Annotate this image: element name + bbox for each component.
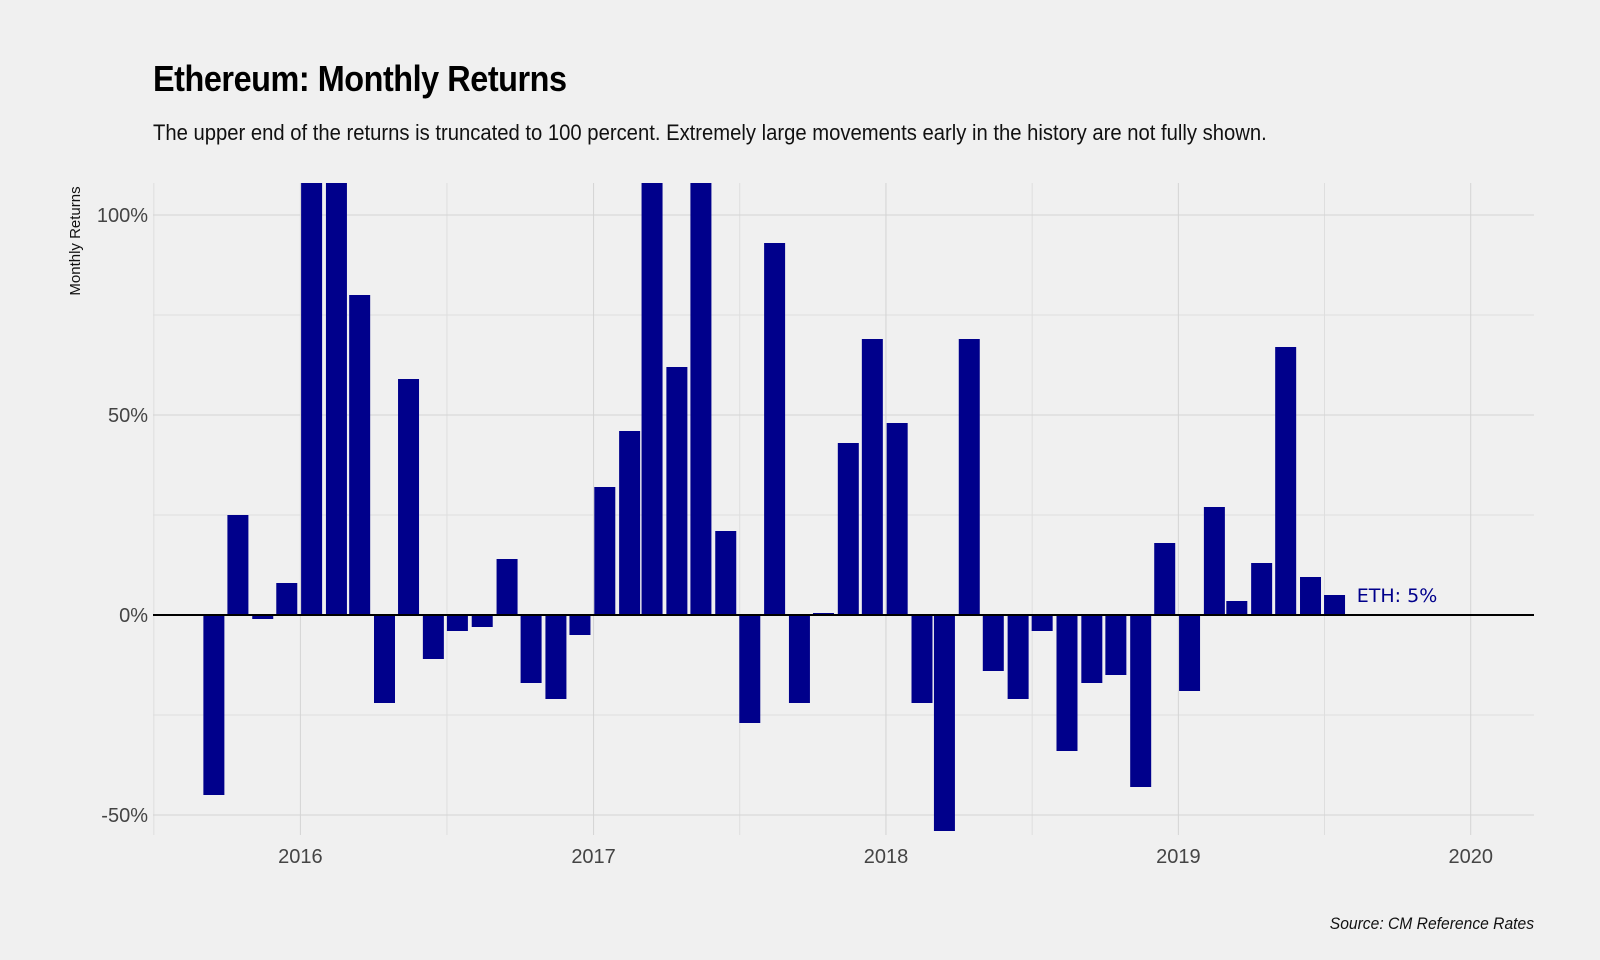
y-tick-label: -50%: [101, 805, 148, 827]
bar-2018-01: [886, 423, 908, 615]
x-tick-label: 2019: [1156, 846, 1201, 868]
x-tick-label: 2018: [864, 846, 909, 868]
bar-2019-07: [1324, 595, 1346, 615]
bar-2018-04: [958, 339, 980, 615]
bar-2017-01: [594, 487, 616, 615]
y-tick-label: 100%: [97, 205, 148, 227]
bar-2015-12: [276, 583, 298, 615]
bar-2017-08: [764, 243, 786, 615]
chart-subtitle: The upper end of the returns is truncate…: [153, 120, 1267, 145]
bar-2016-02: [325, 183, 347, 615]
bar-2018-02: [911, 615, 933, 703]
y-axis-title: Monthly Returns: [67, 186, 84, 295]
bar-2016-11: [545, 615, 567, 699]
bar-2016-12: [569, 615, 591, 635]
bar-2017-05: [690, 183, 712, 615]
bar-2019-03: [1226, 601, 1248, 615]
bar-2018-09: [1081, 615, 1103, 683]
bar-2018-11: [1130, 615, 1152, 787]
bar-2017-06: [715, 531, 737, 615]
bar-2019-01: [1179, 615, 1201, 691]
bar-2018-07: [1031, 615, 1053, 631]
bar-2016-05: [398, 379, 420, 615]
bar-2016-03: [349, 295, 371, 615]
bar-2016-09: [496, 559, 518, 615]
bar-2017-02: [619, 431, 641, 615]
source-caption: Source: CM Reference Rates: [1329, 914, 1534, 933]
bar-2016-06: [422, 615, 444, 659]
bar-2015-10: [227, 515, 249, 615]
bar-2015-11: [252, 615, 274, 619]
bar-2017-12: [861, 339, 883, 615]
bar-2016-07: [446, 615, 468, 631]
chart-title: Ethereum: Monthly Returns: [153, 58, 567, 99]
bar-2019-02: [1203, 507, 1225, 615]
bar-2015-09: [203, 615, 225, 795]
eth-annotation: ETH: 5%: [1357, 585, 1437, 607]
bar-2018-08: [1056, 615, 1078, 751]
bar-2017-07: [739, 615, 761, 723]
bar-2018-12: [1154, 543, 1176, 615]
bar-2019-06: [1300, 577, 1322, 615]
x-tick-label: 2020: [1448, 846, 1493, 868]
y-tick-label: 50%: [108, 405, 148, 427]
bar-2019-04: [1251, 563, 1273, 615]
bar-2018-05: [982, 615, 1004, 671]
bar-2017-09: [788, 615, 810, 703]
bar-2016-01: [301, 183, 323, 615]
x-tick-label: 2016: [278, 846, 323, 868]
bar-2016-08: [471, 615, 493, 627]
bar-2018-06: [1007, 615, 1029, 699]
bar-2017-11: [837, 443, 859, 615]
bar-2019-05: [1275, 347, 1297, 615]
bar-2016-10: [520, 615, 542, 683]
bar-2016-04: [374, 615, 396, 703]
bar-2018-10: [1105, 615, 1127, 675]
x-tick-label: 2017: [571, 846, 616, 868]
bar-2017-04: [666, 367, 688, 615]
y-tick-label: 0%: [119, 605, 148, 627]
bar-2017-03: [641, 183, 663, 615]
bar-2018-03: [933, 615, 955, 831]
